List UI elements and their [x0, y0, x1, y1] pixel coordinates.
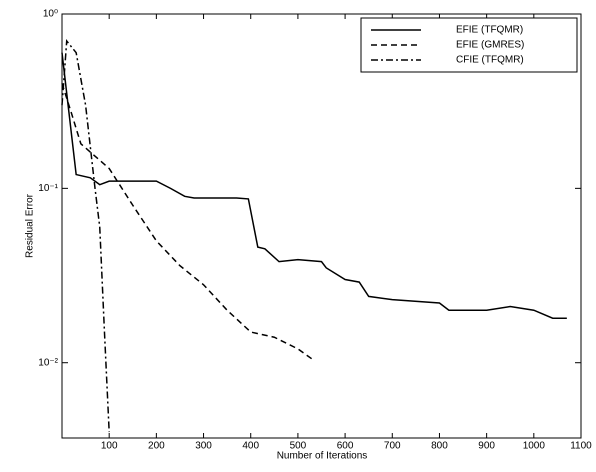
y-tick-label: 10⁰ — [43, 9, 58, 20]
x-tick-label: 700 — [384, 441, 401, 452]
x-tick-label: 100 — [101, 441, 118, 452]
x-tick-label: 1100 — [570, 441, 592, 452]
legend-label: CFIE (TFQMR) — [456, 55, 524, 66]
line-series — [61, 52, 567, 319]
legend-label: EFIE (GMRES) — [456, 40, 524, 51]
x-tick-label: 200 — [148, 441, 165, 452]
line-series — [61, 39, 110, 433]
x-tick-label: 900 — [478, 441, 495, 452]
x-tick-label: 500 — [290, 441, 307, 452]
y-tick-label: 10⁻¹ — [38, 183, 58, 194]
y-axis-label: Residual Error — [25, 193, 36, 258]
x-tick-label: 300 — [195, 441, 212, 452]
x-tick-label: 400 — [242, 441, 259, 452]
legend-label: EFIE (TFQMR) — [456, 25, 523, 36]
x-tick-label: 800 — [431, 441, 448, 452]
y-tick-label: 10⁻² — [38, 357, 58, 368]
x-tick-label: 1000 — [523, 441, 546, 452]
plot-frame — [61, 13, 582, 439]
x-tick-label: 600 — [337, 441, 354, 452]
x-axis-label: Number of Iterations — [277, 451, 368, 462]
line-series — [61, 83, 313, 360]
